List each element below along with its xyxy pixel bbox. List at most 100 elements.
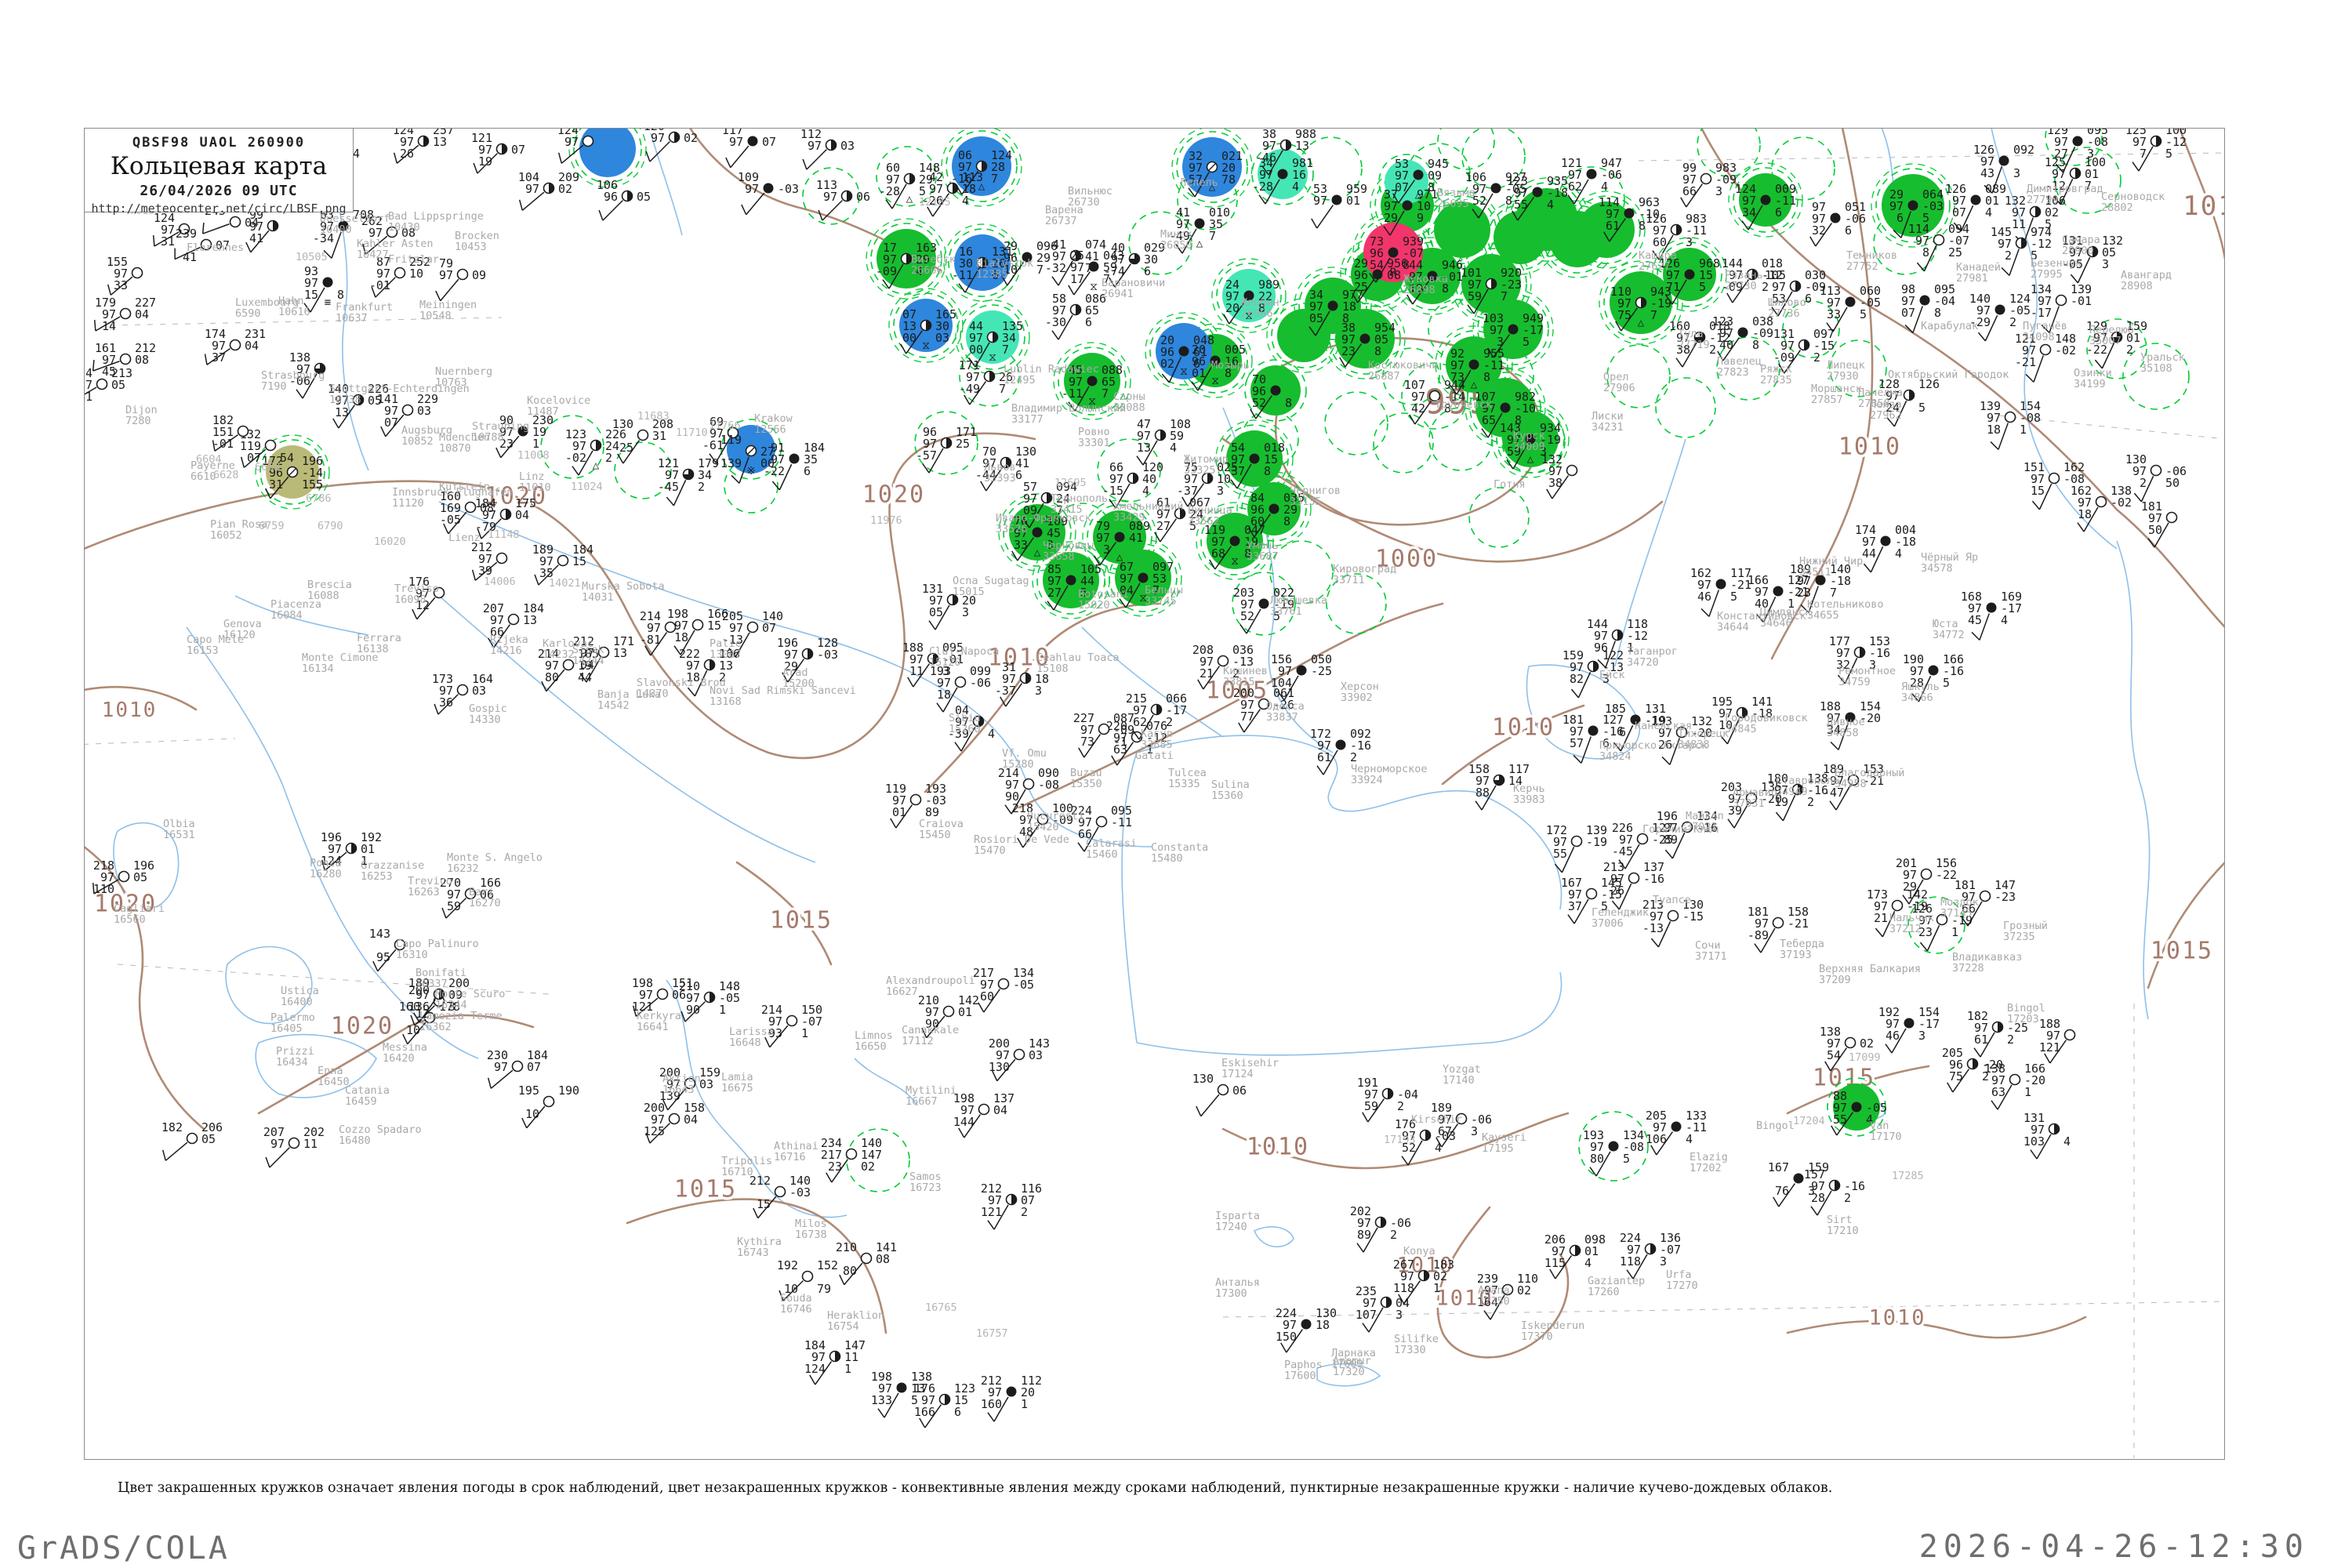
cb-cloud-dashed-circle <box>1501 409 1566 474</box>
isobar-label: 1010 <box>1436 1286 1493 1310</box>
coastline-river <box>438 595 816 863</box>
wind-barb-feather <box>93 319 96 332</box>
graticule-line <box>1998 415 2224 440</box>
wind-barb <box>202 223 230 234</box>
isobar-line <box>924 602 1162 793</box>
isobar-label: 1015 <box>770 907 833 935</box>
coastline-river <box>1991 129 2118 550</box>
cb-cloud-dashed-circle <box>1244 359 1307 422</box>
isobar-label: 1010 <box>1247 1134 1309 1161</box>
wind-barb <box>250 230 270 253</box>
cloud-cover-icon <box>394 267 406 279</box>
cloud-cover-icon <box>401 404 414 416</box>
graticule-line <box>85 738 236 745</box>
isobar-label: 1010 <box>1838 434 1901 461</box>
isobar-label: 1010 <box>102 699 158 722</box>
graticule-line <box>1222 1301 2224 1318</box>
legend-caption: Цвет закрашенных кружков означает явлени… <box>118 1480 1833 1496</box>
cb-cloud-dashed-circle <box>1496 405 1565 474</box>
cloud-cover-icon <box>131 267 143 279</box>
isobar-line <box>626 1198 887 1334</box>
map-url: http://meteocenter.net/circ/LBSF.png <box>91 201 347 216</box>
cb-cloud-dashed-circle <box>1437 129 1495 170</box>
cb-cloud-dashed-circle <box>1003 498 1072 567</box>
coastline-river <box>113 822 180 910</box>
isobar-line <box>85 685 198 711</box>
cb-cloud-dashed-circle <box>941 129 1022 207</box>
cb-cloud-dashed-circle <box>1468 487 1530 548</box>
cb-cloud-dashed-circle <box>1782 300 1840 358</box>
isobar-line <box>1221 1112 1570 1170</box>
wind-barb-feather <box>296 389 303 399</box>
cloud-cover-icon <box>322 277 333 288</box>
cb-cloud-dashed-circle <box>1298 136 1363 201</box>
cb-cloud-dashed-circle <box>1733 167 1798 233</box>
isobar-line <box>2178 129 2224 260</box>
cb-cloud-dashed-circle <box>1428 407 1493 471</box>
wind-barb <box>302 373 318 399</box>
map-border <box>84 128 2225 1460</box>
cb-cloud-dashed-circle <box>960 304 1025 370</box>
isobar-line <box>1221 437 1664 563</box>
cb-cloud-dashed-circle <box>866 218 947 299</box>
cb-cloud-dashed-circle <box>1232 572 1296 636</box>
cb-cloud-dashed-circle <box>2054 147 2122 214</box>
coastline-river <box>1253 1226 1294 1248</box>
coastline-river <box>2116 540 2151 1020</box>
cb-cloud-dashed-circle <box>720 419 782 480</box>
wind-barb-feather <box>92 360 95 372</box>
cb-cloud-dashed-circle <box>1697 129 1761 177</box>
cb-cloud-dashed-circle <box>802 167 860 225</box>
wind-barb <box>375 277 396 298</box>
wind-barb <box>214 434 238 452</box>
cb-cloud-dashed-circle <box>1599 260 1683 345</box>
coastline-river <box>225 946 313 1025</box>
title-box: QBSF98 UAOL 260900 Кольцевая карта 26/04… <box>84 128 354 216</box>
cb-cloud-dashed-circle <box>1401 362 1468 430</box>
isobar-line <box>2147 862 2224 989</box>
cloud-cover-icon <box>386 226 398 238</box>
cb-cloud-dashed-circle <box>1435 325 1513 404</box>
isobar-label: 1020 <box>94 891 157 918</box>
cb-cloud-dashed-circle <box>540 415 604 479</box>
wind-barb <box>310 287 325 313</box>
cb-cloud-dashed-circle <box>914 411 978 475</box>
graticule-line <box>117 964 550 995</box>
map-datetime: 26/04/2026 09 UTC <box>140 183 298 199</box>
cb-cloud-dashed-circle <box>1829 339 1887 397</box>
cb-cloud-dashed-circle <box>1053 342 1131 420</box>
wind-barb-feather <box>265 488 271 499</box>
isobar-label: 1015 <box>1813 1065 1875 1092</box>
cloud-cover-half <box>358 394 364 405</box>
wind-barb <box>206 347 230 365</box>
cloud-cover-icon <box>456 268 469 281</box>
isobar-label: 1010 <box>1868 1305 1926 1330</box>
isobar-label: 1010 <box>988 644 1051 672</box>
cloud-cover-icon <box>178 223 191 235</box>
cb-cloud-dashed-circle <box>1472 289 1554 370</box>
coastline-river <box>1614 438 1686 667</box>
cb-cloud-dashed-circle <box>1728 162 1803 238</box>
wind-barb-feather <box>107 284 112 296</box>
coastline-river <box>234 595 369 636</box>
cb-cloud-dashed-circle <box>1176 131 1248 203</box>
cb-cloud-dashed-circle <box>1771 136 1835 201</box>
wind-barb <box>154 231 180 247</box>
cb-cloud-dashed-circle <box>946 130 1018 202</box>
cb-cloud-dashed-circle <box>888 288 964 363</box>
cb-cloud-dashed-circle <box>1578 1111 1649 1181</box>
isobar-line <box>1786 1316 2087 1339</box>
wind-barb-feather <box>245 241 252 253</box>
cb-cloud-dashed-circle <box>1215 419 1294 498</box>
cb-cloud-dashed-circle <box>1657 241 1722 307</box>
wind-barb <box>174 246 201 260</box>
